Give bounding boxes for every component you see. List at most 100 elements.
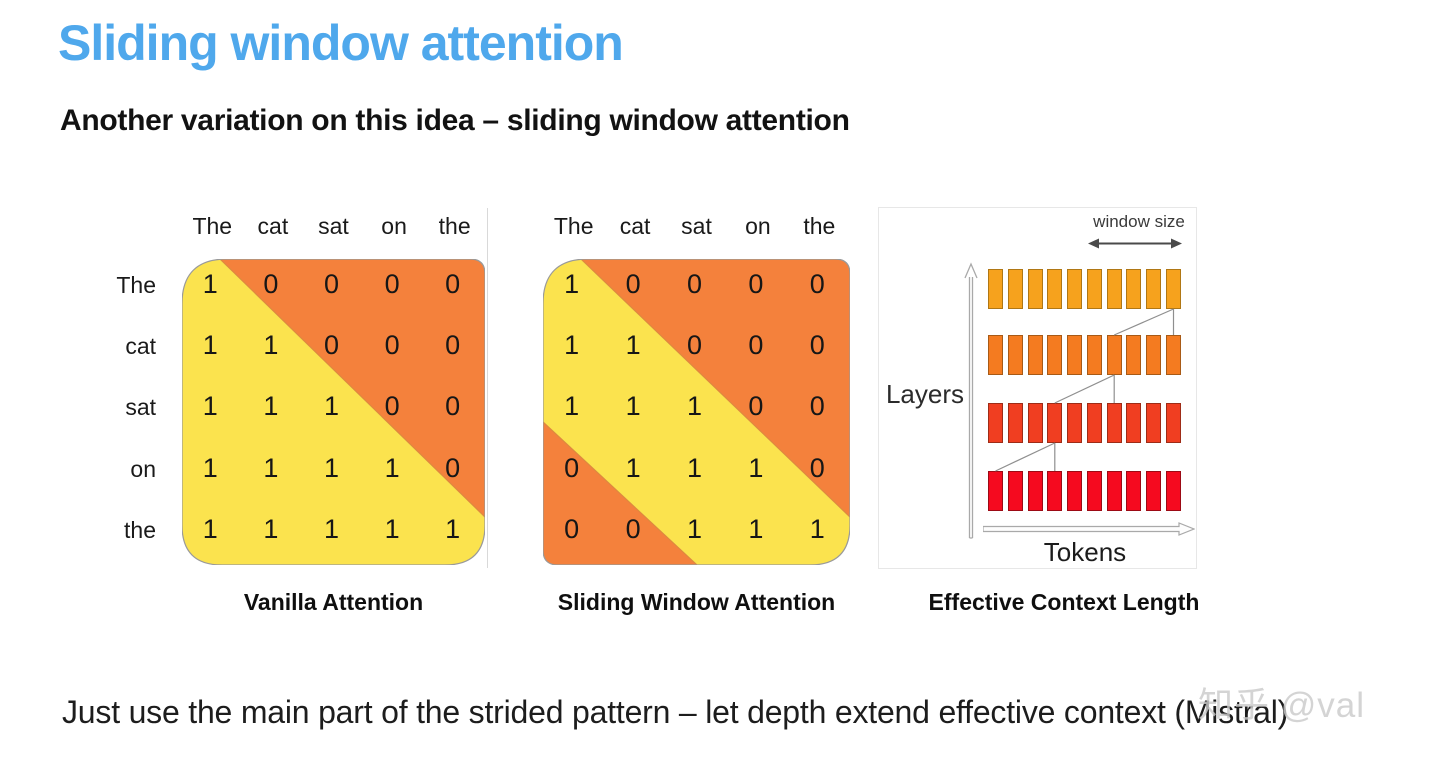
- token-cell: [1106, 335, 1122, 375]
- mask-value: 0: [384, 391, 400, 422]
- row-token: on: [130, 455, 156, 482]
- mask-value: 0: [809, 452, 825, 483]
- mask-value: 0: [686, 330, 702, 361]
- mask-value: 1: [323, 391, 339, 422]
- token-cell: [1086, 403, 1102, 443]
- token-cell: [1106, 403, 1122, 443]
- mask-value: 1: [384, 513, 400, 544]
- mask-value: 1: [564, 330, 580, 361]
- masked-upper-orange: [579, 259, 850, 519]
- mask-value: 1: [445, 513, 461, 544]
- sliding-caption: Sliding Window Attention: [557, 589, 836, 615]
- token-cell: [1126, 403, 1142, 443]
- token-cell: [1067, 335, 1083, 375]
- vanilla-row-headers: The cat sat on the: [96, 259, 158, 565]
- layer-2-window: [988, 403, 1181, 443]
- layer-token-rows: [988, 269, 1181, 513]
- token-cell: [1165, 335, 1181, 375]
- token-cell: [1086, 471, 1102, 511]
- context-caption: Effective Context Length: [928, 589, 1200, 615]
- token-cell: [1146, 269, 1162, 309]
- mask-value: 1: [748, 513, 764, 544]
- token-cell: [1007, 335, 1023, 375]
- matrix-outline: [182, 259, 485, 565]
- window-size-arrow: [1088, 238, 1182, 249]
- mask-value: 0: [384, 269, 400, 300]
- token-cell: [1027, 269, 1043, 309]
- sliding-window-mask: [543, 259, 850, 565]
- mask-value: 1: [202, 391, 218, 422]
- column-token: cat: [257, 212, 289, 239]
- panel-divider: [487, 208, 488, 568]
- mask-value: 0: [748, 269, 764, 300]
- mask-value: 1: [263, 391, 279, 422]
- mask-value: 0: [564, 452, 580, 483]
- mask-value: 1: [202, 269, 218, 300]
- mask-value: 0: [686, 269, 702, 300]
- token-cell: [1126, 471, 1142, 511]
- column-token: the: [438, 212, 471, 239]
- mask-value: 1: [686, 452, 702, 483]
- token-cell: [1047, 335, 1063, 375]
- layers-axis-arrow: [964, 262, 978, 539]
- token-cell: [1146, 471, 1162, 511]
- mask-value: 1: [202, 513, 218, 544]
- sliding-column-headers: The cat sat on the: [543, 211, 850, 241]
- window-connector-lines: [995, 308, 1175, 472]
- token-cell: [1146, 335, 1162, 375]
- mask-value: 0: [323, 269, 339, 300]
- mask-value: 1: [564, 269, 580, 300]
- column-token: The: [192, 212, 233, 239]
- token-cell: [988, 471, 1003, 511]
- column-token: on: [745, 212, 771, 239]
- token-cell: [1047, 403, 1063, 443]
- mask-value: 1: [809, 513, 825, 544]
- layers-axis-label: Layers: [885, 379, 965, 409]
- token-cell: [1027, 471, 1043, 511]
- vanilla-column-headers: The cat sat on the: [182, 211, 485, 241]
- vanilla-matrix-values: 1 0 0 0 0 1 1 0 0 0 1 1 1 0 0 1 1 1 1 0 1 1 1 1 1: [182, 259, 485, 565]
- mask-value: 0: [625, 269, 641, 300]
- token-cell: [1007, 403, 1023, 443]
- sliding-matrix-values: 1 0 0 0 0 1 1 0 0 0 1 1 1 0 0 0 1 1 1 0 0 0 1 1 1: [543, 259, 850, 565]
- tokens-axis-arrow: [983, 522, 1195, 536]
- column-token: the: [803, 212, 836, 239]
- token-cell: [1047, 471, 1063, 511]
- slide-subtitle: Another variation on this idea – sliding…: [60, 104, 850, 137]
- mask-value: 1: [686, 391, 702, 422]
- mask-value: 1: [625, 330, 641, 361]
- column-token: cat: [619, 212, 651, 239]
- column-token: The: [553, 212, 594, 239]
- mask-value: 1: [202, 452, 218, 483]
- token-cell: [1165, 471, 1181, 511]
- token-cell: [1067, 471, 1083, 511]
- mask-value: 1: [263, 452, 279, 483]
- mask-value: 0: [809, 330, 825, 361]
- mask-value: 1: [263, 513, 279, 544]
- column-token: sat: [318, 212, 349, 239]
- token-cell: [1106, 269, 1122, 309]
- token-cell: [1067, 269, 1083, 309]
- token-cell: [1047, 269, 1063, 309]
- row-token: cat: [125, 333, 156, 360]
- mask-value: 1: [384, 452, 400, 483]
- mask-value: 1: [748, 452, 764, 483]
- vanilla-caption: Vanilla Attention: [243, 589, 424, 615]
- mask-value: 0: [748, 330, 764, 361]
- layer-1-window: [988, 471, 1181, 511]
- row-token: sat: [125, 394, 156, 421]
- mask-value: 0: [809, 269, 825, 300]
- token-cell: [988, 269, 1003, 309]
- token-cell: [988, 403, 1003, 443]
- tokens-axis-label: Tokens: [1043, 537, 1127, 567]
- token-cell: [988, 335, 1003, 375]
- masked-region-orange: [218, 259, 485, 519]
- row-token: The: [116, 272, 156, 299]
- page-title: Sliding window attention: [58, 15, 624, 71]
- mask-value: 0: [384, 330, 400, 361]
- vanilla-attention-mask: [182, 259, 485, 565]
- mask-value: 0: [625, 513, 641, 544]
- window-size-label: window size: [1093, 212, 1185, 231]
- mask-value: 1: [202, 330, 218, 361]
